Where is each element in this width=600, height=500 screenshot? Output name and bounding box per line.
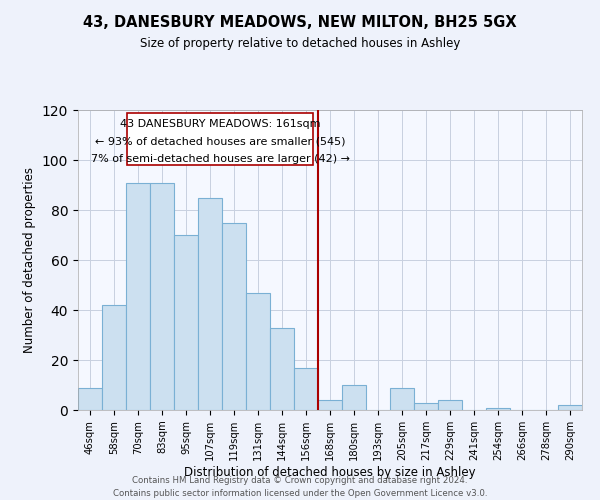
Bar [294, 368, 318, 410]
Bar [414, 402, 438, 410]
FancyBboxPatch shape [127, 112, 313, 165]
Text: 43, DANESBURY MEADOWS, NEW MILTON, BH25 5GX: 43, DANESBURY MEADOWS, NEW MILTON, BH25 … [83, 15, 517, 30]
Bar [150, 182, 174, 410]
Bar [246, 292, 270, 410]
Bar [342, 385, 366, 410]
Bar [222, 222, 246, 410]
Y-axis label: Number of detached properties: Number of detached properties [23, 167, 37, 353]
Text: 7% of semi-detached houses are larger (42) →: 7% of semi-detached houses are larger (4… [91, 154, 350, 164]
Bar [558, 405, 582, 410]
Text: Contains HM Land Registry data © Crown copyright and database right 2024.: Contains HM Land Registry data © Crown c… [132, 476, 468, 485]
Bar [486, 408, 510, 410]
Bar [270, 328, 294, 410]
Bar [198, 198, 222, 410]
Bar [174, 235, 198, 410]
Bar [438, 400, 462, 410]
Text: ← 93% of detached houses are smaller (545): ← 93% of detached houses are smaller (54… [95, 136, 346, 146]
Text: 43 DANESBURY MEADOWS: 161sqm: 43 DANESBURY MEADOWS: 161sqm [120, 118, 320, 128]
Bar [78, 388, 102, 410]
Bar [390, 388, 414, 410]
Bar [126, 182, 150, 410]
X-axis label: Distribution of detached houses by size in Ashley: Distribution of detached houses by size … [184, 466, 476, 478]
Text: Contains public sector information licensed under the Open Government Licence v3: Contains public sector information licen… [113, 489, 487, 498]
Bar [318, 400, 342, 410]
Bar [102, 305, 126, 410]
Text: Size of property relative to detached houses in Ashley: Size of property relative to detached ho… [140, 38, 460, 51]
